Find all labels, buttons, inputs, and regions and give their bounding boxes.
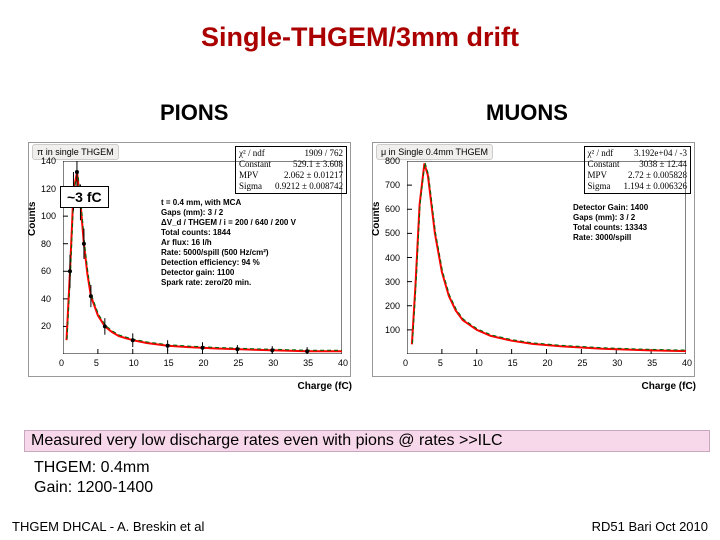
x-tick-label: 20 [543, 358, 553, 368]
badge-3fc: ~3 fC [60, 186, 109, 208]
y-tick-label: 300 [385, 277, 400, 287]
y-tick-label: 600 [385, 204, 400, 214]
plot-pions-ylabel: Counts [27, 202, 38, 236]
x-tick-label: 20 [199, 358, 209, 368]
x-tick-label: 25 [577, 358, 587, 368]
y-tick-label: 20 [41, 321, 51, 331]
y-tick-label: 140 [41, 156, 56, 166]
subtitle-pions: PIONS [160, 100, 228, 126]
note-line: THGEM: 0.4mm [34, 458, 153, 478]
plot-muons-svg [407, 161, 686, 354]
y-tick-label: 40 [41, 294, 51, 304]
x-tick-label: 40 [338, 358, 348, 368]
x-tick-label: 40 [682, 358, 692, 368]
x-tick-label: 30 [268, 358, 278, 368]
x-tick-label: 0 [59, 358, 64, 368]
y-tick-label: 700 [385, 180, 400, 190]
x-tick-label: 10 [473, 358, 483, 368]
y-tick-label: 100 [385, 325, 400, 335]
footer-right: RD51 Bari Oct 2010 [592, 519, 708, 534]
note-line: Gain: 1200-1400 [34, 478, 153, 498]
y-tick-label: 500 [385, 228, 400, 238]
y-tick-label: 400 [385, 253, 400, 263]
plot-muons: μ in Single 0.4mm THGEM χ² / ndf3.192e+0… [372, 142, 695, 377]
x-tick-label: 15 [164, 358, 174, 368]
plot-muons-area [407, 161, 686, 354]
x-tick-label: 5 [94, 358, 99, 368]
y-tick-label: 200 [385, 301, 400, 311]
plot-muons-ylabel: Counts [371, 202, 382, 236]
plot-pions: π in single THGEM χ² / ndf1909 / 762Cons… [28, 142, 351, 377]
page-title: Single-THGEM/3mm drift [0, 22, 720, 53]
x-tick-label: 30 [612, 358, 622, 368]
x-tick-label: 35 [647, 358, 657, 368]
y-tick-label: 60 [41, 266, 51, 276]
x-tick-label: 5 [438, 358, 443, 368]
y-tick-label: 100 [41, 211, 56, 221]
x-tick-label: 10 [129, 358, 139, 368]
caption-band: Measured very low discharge rates even w… [24, 430, 710, 452]
x-tick-label: 25 [233, 358, 243, 368]
subtitle-muons: MUONS [486, 100, 568, 126]
y-tick-label: 800 [385, 156, 400, 166]
x-tick-label: 0 [403, 358, 408, 368]
x-tick-label: 35 [303, 358, 313, 368]
y-tick-label: 80 [41, 239, 51, 249]
plot-muons-xlabel: Charge (fC) [642, 381, 696, 392]
footer-left: THGEM DHCAL - A. Breskin et al [12, 519, 204, 534]
plot-pions-xlabel: Charge (fC) [298, 381, 352, 392]
y-tick-label: 120 [41, 184, 56, 194]
x-tick-label: 15 [508, 358, 518, 368]
notes-block: THGEM: 0.4mmGain: 1200-1400 [34, 458, 153, 498]
